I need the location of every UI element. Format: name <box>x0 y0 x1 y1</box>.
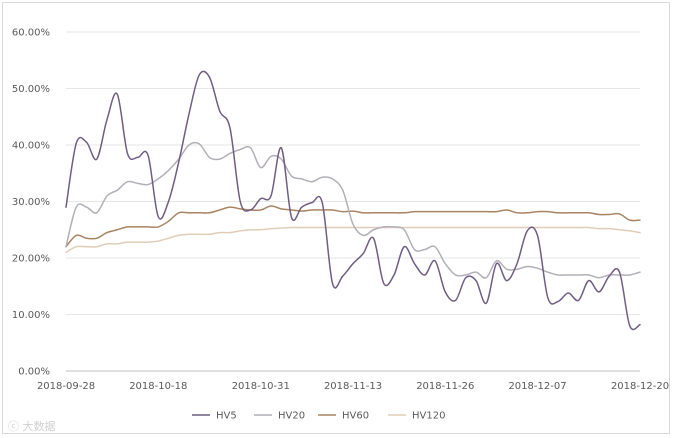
y-tick-label: 20.00% <box>12 254 50 265</box>
x-tick-label: 2018-11-13 <box>324 381 382 392</box>
watermark: ⓒ 大数据 <box>8 420 56 433</box>
x-tick-label: 2018-09-28 <box>37 381 95 392</box>
series-line-hv120 <box>65 226 641 254</box>
x-tick-label: 2018-12-07 <box>508 381 566 392</box>
legend-label-hv60: HV60 <box>342 411 369 422</box>
x-axis-ticks: 2018-09-28 2018-10-18 2018-10-31 2018-11-13… <box>37 381 669 392</box>
y-tick-label: 40.00% <box>12 141 50 152</box>
x-tick-label: 2018-10-18 <box>129 381 187 392</box>
y-tick-label: 50.00% <box>12 84 50 95</box>
y-axis-ticks: 0.00% 10.00% 20.00% 30.00% 40.00% 50.00% 60.00… <box>12 28 50 378</box>
x-tick-label: 2018-11-26 <box>416 381 474 392</box>
series-line-hv5 <box>65 70 641 331</box>
y-tick-label: 60.00% <box>12 28 50 39</box>
y-tick-label: 10.00% <box>12 310 50 321</box>
legend: HV5 HV20 HV60 HV120 <box>192 411 445 422</box>
legend-label-hv120: HV120 <box>412 411 445 422</box>
x-tick-label: 2018-10-31 <box>232 381 290 392</box>
y-tick-label: 30.00% <box>12 197 50 208</box>
y-tick-label: 0.00% <box>18 367 50 378</box>
x-tick-label: 2018-12-20 <box>611 381 669 392</box>
grid <box>66 31 640 372</box>
series-line-hv20 <box>65 141 641 279</box>
chart-frame <box>2 2 670 434</box>
series-line-hv60 <box>65 205 641 248</box>
legend-label-hv20: HV20 <box>278 411 305 422</box>
series-lines <box>65 70 641 331</box>
legend-label-hv5: HV5 <box>216 411 237 422</box>
